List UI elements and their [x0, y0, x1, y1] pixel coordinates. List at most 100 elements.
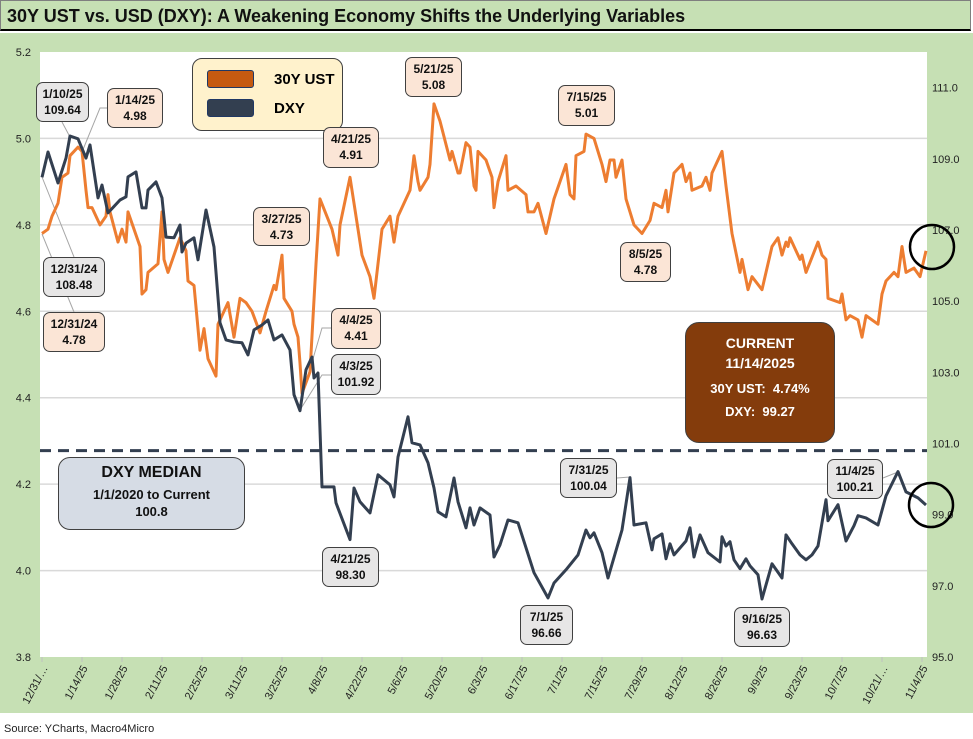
callout-value: 4.91	[339, 148, 363, 162]
callout-date: 9/16/25	[741, 612, 783, 626]
legend-swatch-ust	[207, 70, 254, 88]
x-tick-label: 7/29/25	[623, 664, 651, 702]
x-tick-label: 6/17/25	[503, 664, 531, 702]
y-left-tick-label: 4.6	[16, 306, 31, 318]
callout-date: 7/1/25	[529, 610, 564, 624]
legend-item-ust: 30Y UST	[207, 70, 335, 88]
callout-ust-apr21: 4/21/25 4.91	[323, 127, 379, 168]
callout-date: 11/4/25	[835, 464, 875, 478]
legend-label-dxy: DXY	[274, 99, 305, 117]
leader-dxy-nov4	[882, 471, 899, 479]
chart-title: 30Y UST vs. USD (DXY): A Weakening Econo…	[0, 0, 971, 31]
callout-value: 100.21	[836, 480, 874, 494]
callout-ust-jan14: 1/14/25 4.98	[107, 88, 163, 128]
callout-date: 4/21/25	[330, 552, 371, 566]
dxy-line	[40, 134, 927, 601]
y-right-tick-label: 101.0	[932, 438, 960, 450]
x-tick-label: 8/26/25	[703, 664, 731, 702]
callout-date: 8/5/25	[628, 247, 663, 261]
median-period: 1/1/2020 to Current	[92, 487, 211, 502]
current-ust: 30Y UST: 4.74%	[710, 381, 810, 396]
callout-date: 12/31/24	[50, 317, 98, 331]
x-tick-label: 7/15/25	[583, 664, 611, 702]
current-date: 11/14/2025	[725, 355, 795, 371]
legend-label-ust: 30Y UST	[274, 70, 335, 88]
legend: 30Y UST DXY	[192, 58, 343, 131]
callout-date: 3/27/25	[261, 212, 302, 226]
y-left-tick-label: 4.0	[16, 566, 31, 578]
callout-dxy-apr21: 4/21/25 98.30	[322, 547, 379, 587]
callout-value: 98.30	[335, 568, 366, 582]
y-right-tick-label: 105.0	[932, 296, 960, 308]
callout-value: 100.04	[570, 479, 607, 493]
callout-date: 7/15/25	[566, 90, 607, 104]
source-note: Source: YCharts, Macro4Micro	[4, 723, 155, 735]
dxy-median-box: DXY MEDIAN 1/1/2020 to Current 100.8	[58, 457, 245, 530]
x-tick-label: 7/1/25	[546, 664, 571, 697]
ust-30y-line	[41, 102, 928, 395]
callout-value: 4.98	[123, 109, 147, 123]
median-heading: DXY MEDIAN	[101, 464, 202, 481]
median-value: 100.8	[135, 504, 168, 519]
dxy-current-circle	[907, 481, 955, 529]
x-tick-label: 11/4/25	[903, 664, 930, 701]
callout-value: 4.78	[62, 333, 86, 347]
callout-ust-may21: 5/21/25 5.08	[405, 57, 462, 97]
callout-date: 7/31/25	[568, 463, 609, 477]
callout-value: 4.73	[269, 228, 294, 242]
callout-value: 4.78	[633, 263, 658, 277]
y-left-tick-label: 5.2	[16, 47, 31, 59]
x-tick-label: 9/23/25	[783, 664, 811, 702]
callout-dxy-sep16: 9/16/25 96.63	[734, 607, 790, 647]
current-heading: CURRENT	[725, 335, 795, 351]
callout-value: 96.63	[746, 628, 778, 642]
x-tick-label: 1/28/25	[103, 664, 131, 702]
x-tick-label: 4/8/25	[306, 664, 331, 697]
y-left-tick-label: 4.2	[16, 479, 31, 491]
callout-dxy-jul1: 7/1/25 96.66	[520, 605, 573, 645]
callout-ust-jul15: 7/15/25 5.01	[558, 85, 615, 126]
x-tick-label: 8/12/25	[663, 664, 691, 702]
x-tick-label: 10/7/25	[823, 664, 851, 702]
leader-dxy-jan10	[61, 121, 71, 138]
y-right-tick-label: 109.0	[932, 154, 960, 166]
x-tick-label: 2/11/25	[143, 664, 170, 701]
y-right-tick-label: 103.0	[932, 367, 960, 379]
ust-current-circle	[908, 223, 956, 271]
x-tick-label: 3/11/25	[223, 664, 250, 701]
callout-value: 96.66	[531, 626, 562, 640]
y-right-tick-label: 111.0	[932, 83, 958, 95]
callout-dxy-jan10: 1/10/25 109.64	[36, 82, 89, 122]
leader-ust-jan14	[81, 107, 107, 153]
x-tick-label: 6/3/25	[466, 664, 491, 697]
x-tick-label: 3/25/25	[263, 664, 291, 702]
callout-date: 4/3/25	[339, 359, 373, 373]
callout-value: 5.08	[421, 78, 446, 92]
x-tick-label: 4/22/25	[343, 664, 371, 702]
x-tick-label: 2/25/25	[183, 664, 211, 702]
callout-value: 108.48	[55, 278, 93, 292]
leader-dxy-dec31	[41, 176, 75, 258]
callout-dxy-jul31: 7/31/25 100.04	[560, 458, 617, 498]
y-left-tick-label: 4.8	[16, 220, 31, 232]
callout-ust-dec31: 12/31/24 4.78	[43, 312, 105, 352]
x-tick-label: 5/20/25	[423, 664, 451, 702]
y-left-tick-label: 5.0	[16, 133, 31, 145]
callout-ust-mar27: 3/27/25 4.73	[253, 207, 310, 246]
y-left-tick-label: 4.4	[16, 393, 31, 405]
x-tick-label: 12/31/…	[21, 664, 51, 706]
leader-dxy-apr3	[299, 374, 331, 411]
x-tick-label: 10/21/…	[861, 664, 891, 706]
current-dxy: DXY: 99.27	[725, 404, 795, 419]
callout-dxy-nov4: 11/4/25 100.21	[827, 459, 883, 499]
callout-date: 4/4/25	[339, 313, 373, 327]
callout-value: 109.64	[44, 103, 81, 117]
callout-dxy-dec31: 12/31/24 108.48	[43, 257, 105, 297]
current-values-box: CURRENT 11/14/2025 30Y UST: 4.74% DXY: 9…	[685, 322, 835, 443]
callout-date: 1/10/25	[42, 87, 83, 101]
y-left-tick-label: 3.8	[16, 652, 31, 664]
x-tick-label: 1/14/25	[63, 664, 91, 702]
callout-value: 4.41	[344, 329, 368, 343]
callout-value: 101.92	[337, 375, 375, 389]
callout-date: 5/21/25	[413, 62, 454, 76]
